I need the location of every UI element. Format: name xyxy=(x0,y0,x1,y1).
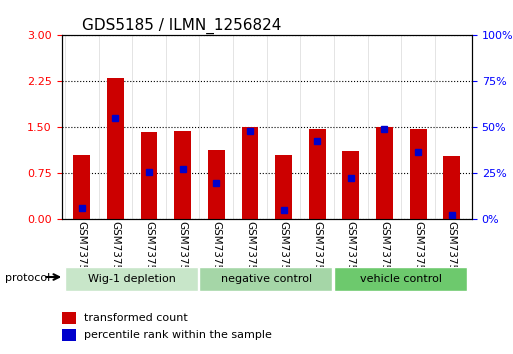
Bar xyxy=(443,156,460,219)
Text: GSM737540: GSM737540 xyxy=(77,221,87,285)
Bar xyxy=(208,150,225,219)
Text: GDS5185 / ILMN_1256824: GDS5185 / ILMN_1256824 xyxy=(82,18,282,34)
Text: GSM737545: GSM737545 xyxy=(245,221,255,285)
Text: GSM737546: GSM737546 xyxy=(279,221,289,285)
Bar xyxy=(376,127,393,219)
Text: GSM737541: GSM737541 xyxy=(110,221,121,285)
FancyBboxPatch shape xyxy=(334,267,467,291)
Text: GSM737539: GSM737539 xyxy=(447,221,457,285)
Text: Wig-1 depletion: Wig-1 depletion xyxy=(88,274,176,284)
Text: negative control: negative control xyxy=(221,274,312,284)
Text: vehicle control: vehicle control xyxy=(360,274,442,284)
Text: GSM737538: GSM737538 xyxy=(413,221,423,285)
Bar xyxy=(275,155,292,219)
Text: percentile rank within the sample: percentile rank within the sample xyxy=(84,330,272,340)
Bar xyxy=(343,151,359,219)
Bar xyxy=(174,131,191,219)
Text: GSM737544: GSM737544 xyxy=(211,221,221,285)
Bar xyxy=(410,129,426,219)
Bar xyxy=(309,129,326,219)
Text: protocol: protocol xyxy=(5,273,50,283)
Text: GSM737536: GSM737536 xyxy=(346,221,356,285)
FancyBboxPatch shape xyxy=(65,267,198,291)
Bar xyxy=(107,78,124,219)
Text: GSM737547: GSM737547 xyxy=(312,221,322,285)
Text: GSM737542: GSM737542 xyxy=(144,221,154,285)
Bar xyxy=(62,329,76,341)
Text: transformed count: transformed count xyxy=(84,313,188,322)
Bar xyxy=(141,132,157,219)
FancyBboxPatch shape xyxy=(200,267,332,291)
Text: GSM737543: GSM737543 xyxy=(177,221,188,285)
Bar xyxy=(62,312,76,324)
Text: GSM737537: GSM737537 xyxy=(380,221,389,285)
Bar xyxy=(73,155,90,219)
Bar xyxy=(242,127,259,219)
